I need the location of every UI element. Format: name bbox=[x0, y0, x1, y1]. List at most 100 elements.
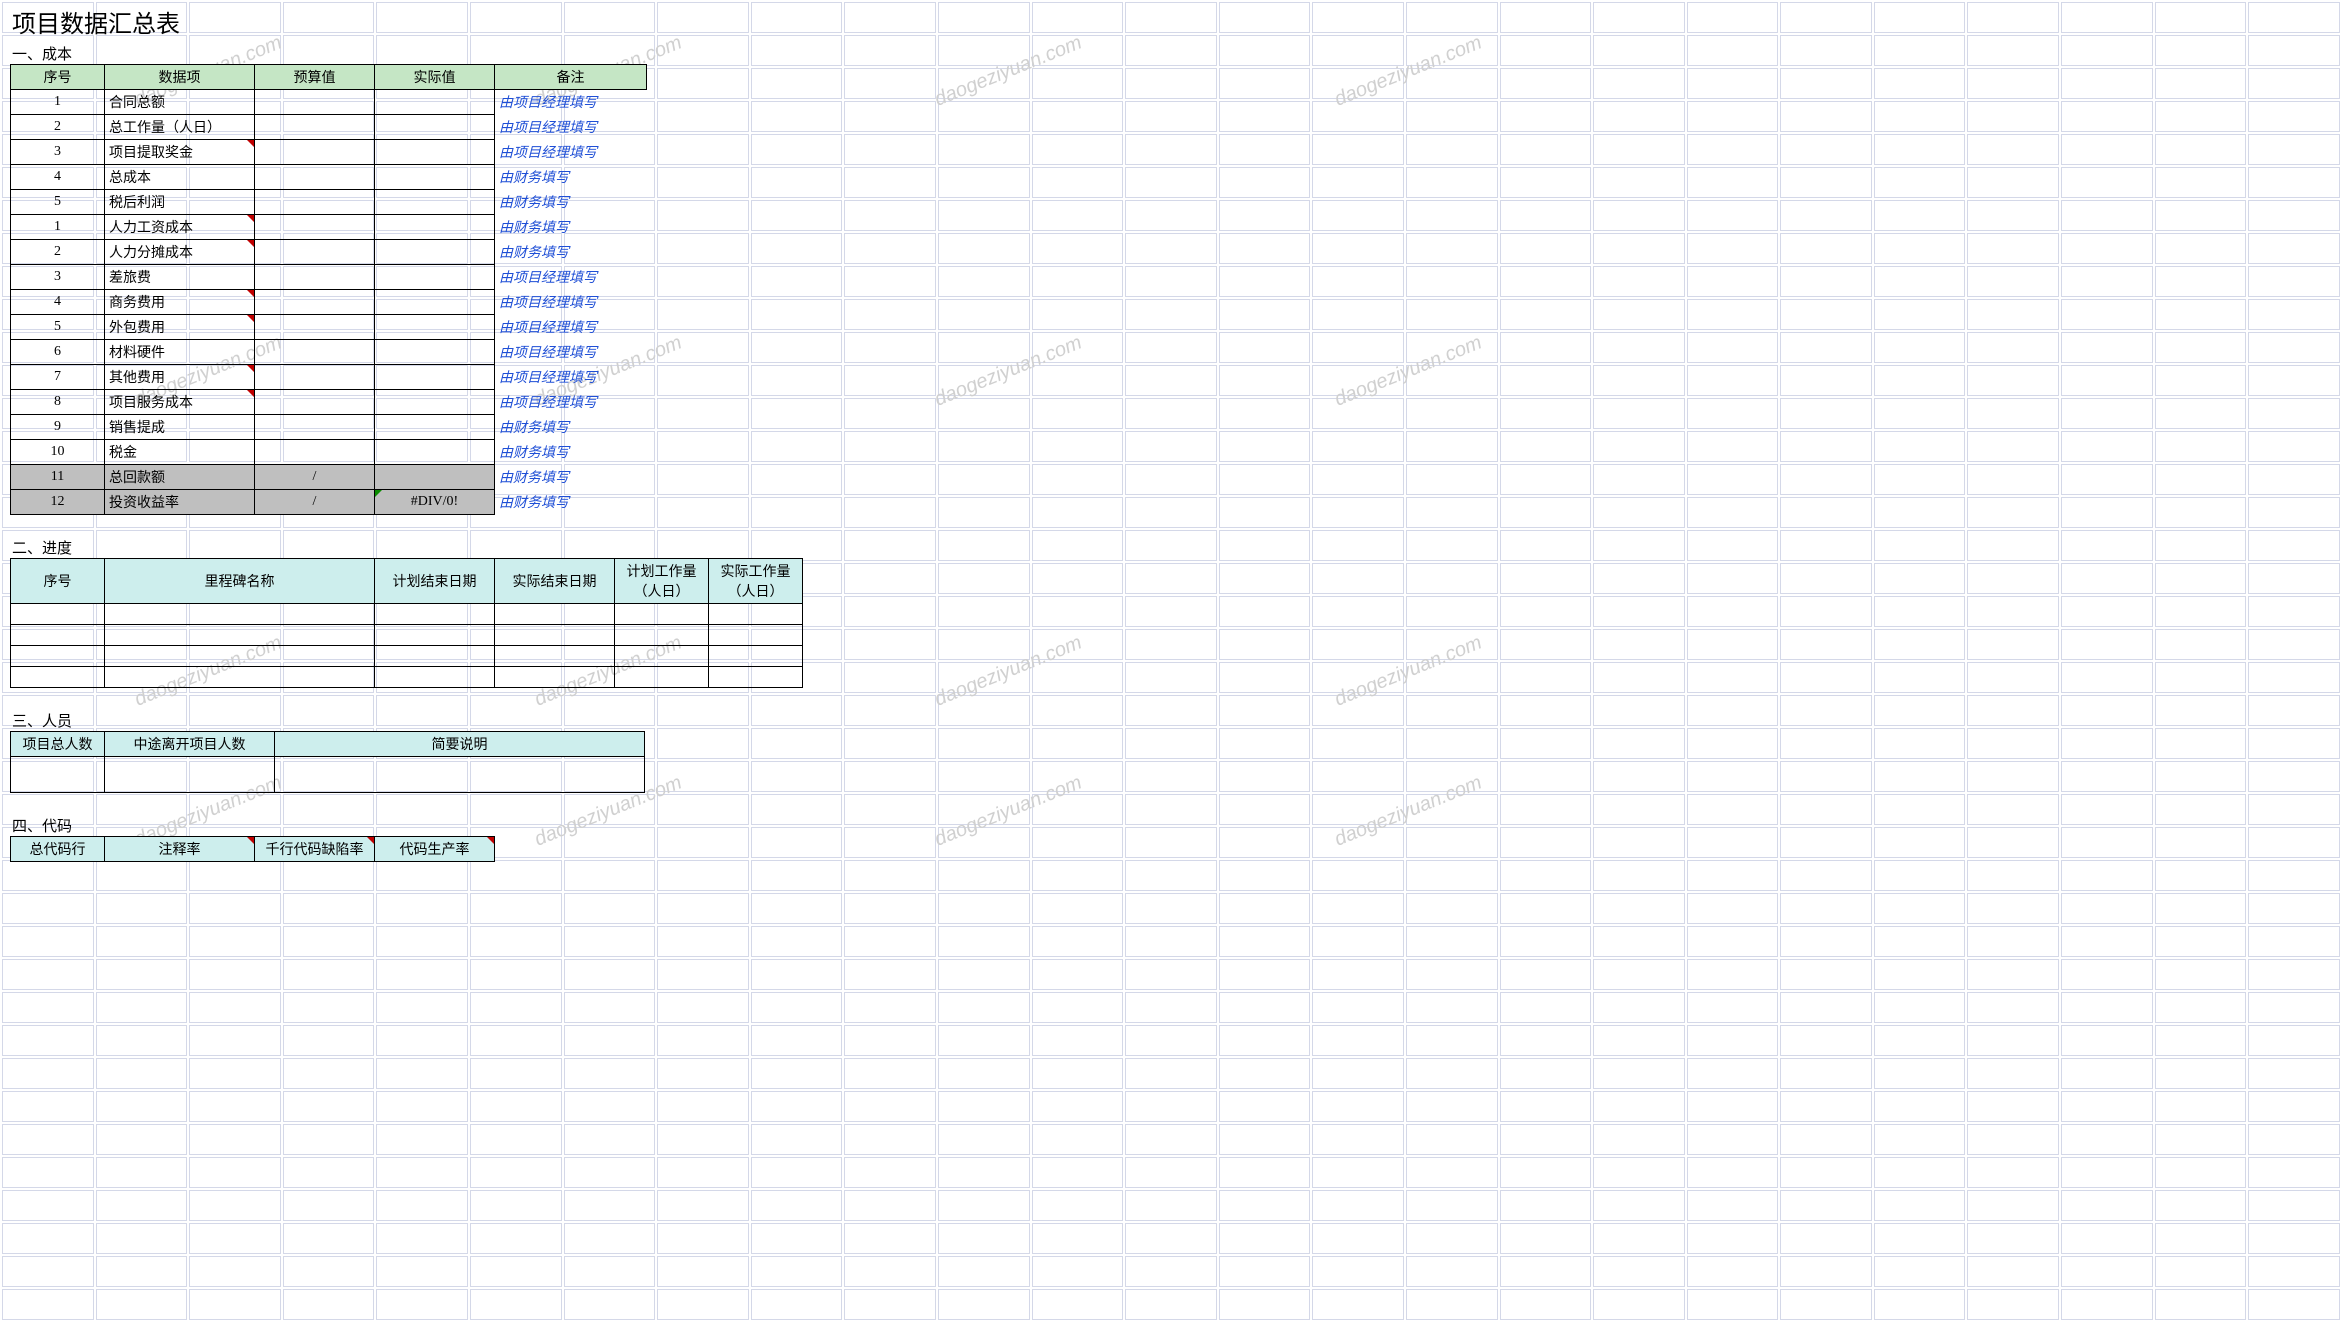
progress-cell[interactable] bbox=[375, 625, 495, 646]
cost-row-budget[interactable] bbox=[255, 440, 375, 465]
progress-cell[interactable] bbox=[495, 604, 615, 625]
cost-row-no[interactable]: 5 bbox=[11, 315, 105, 340]
progress-cell[interactable] bbox=[709, 667, 803, 688]
cost-row-budget[interactable] bbox=[255, 390, 375, 415]
cost-row-no[interactable]: 3 bbox=[11, 265, 105, 290]
section-staff-label: 三、人员 bbox=[10, 708, 803, 731]
cost-row-actual[interactable] bbox=[375, 315, 495, 340]
cost-row-no[interactable]: 12 bbox=[11, 490, 105, 515]
cost-row-budget[interactable] bbox=[255, 140, 375, 165]
cost-row-budget[interactable] bbox=[255, 215, 375, 240]
progress-cell[interactable] bbox=[11, 646, 105, 667]
cost-row-actual[interactable] bbox=[375, 340, 495, 365]
cost-row-actual[interactable] bbox=[375, 290, 495, 315]
progress-cell[interactable] bbox=[615, 667, 709, 688]
cost-row-item[interactable]: 总回款额 bbox=[105, 465, 255, 490]
watermark: daogeziyuan.com bbox=[1331, 331, 1485, 411]
cost-row-actual[interactable] bbox=[375, 390, 495, 415]
cost-row-budget[interactable]: / bbox=[255, 490, 375, 515]
cost-row-item[interactable]: 合同总额 bbox=[105, 90, 255, 115]
progress-cell[interactable] bbox=[11, 604, 105, 625]
cost-row-actual[interactable] bbox=[375, 240, 495, 265]
progress-cell[interactable] bbox=[709, 625, 803, 646]
cost-row-item[interactable]: 材料硬件 bbox=[105, 340, 255, 365]
watermark: daogeziyuan.com bbox=[1331, 771, 1485, 851]
progress-cell[interactable] bbox=[495, 646, 615, 667]
cost-row-no[interactable]: 5 bbox=[11, 190, 105, 215]
cost-row-budget[interactable] bbox=[255, 265, 375, 290]
cost-row-no[interactable]: 6 bbox=[11, 340, 105, 365]
cost-row-item[interactable]: 人力工资成本 bbox=[105, 215, 255, 240]
cost-row-budget[interactable] bbox=[255, 165, 375, 190]
progress-cell[interactable] bbox=[11, 667, 105, 688]
cost-row-no[interactable]: 1 bbox=[11, 90, 105, 115]
cost-row-budget[interactable] bbox=[255, 190, 375, 215]
progress-cell[interactable] bbox=[11, 625, 105, 646]
cost-row-item[interactable]: 税金 bbox=[105, 440, 255, 465]
cost-row-budget[interactable] bbox=[255, 115, 375, 140]
progress-cell[interactable] bbox=[375, 667, 495, 688]
cost-row-item[interactable]: 外包费用 bbox=[105, 315, 255, 340]
cost-row-no[interactable]: 8 bbox=[11, 390, 105, 415]
cost-row-actual[interactable] bbox=[375, 190, 495, 215]
cost-row-no[interactable]: 9 bbox=[11, 415, 105, 440]
cost-row-actual[interactable] bbox=[375, 140, 495, 165]
staff-cell[interactable] bbox=[11, 757, 105, 793]
cost-row-no[interactable]: 3 bbox=[11, 140, 105, 165]
cost-row-item[interactable]: 差旅费 bbox=[105, 265, 255, 290]
cost-row-item[interactable]: 总成本 bbox=[105, 165, 255, 190]
cost-row-no[interactable]: 4 bbox=[11, 165, 105, 190]
cost-row-no[interactable]: 11 bbox=[11, 465, 105, 490]
cost-row-item[interactable]: 总工作量（人日） bbox=[105, 115, 255, 140]
progress-cell[interactable] bbox=[709, 604, 803, 625]
cost-row-no[interactable]: 10 bbox=[11, 440, 105, 465]
staff-cell[interactable] bbox=[105, 757, 275, 793]
cost-row-budget[interactable] bbox=[255, 365, 375, 390]
progress-cell[interactable] bbox=[105, 667, 375, 688]
progress-cell[interactable] bbox=[105, 625, 375, 646]
progress-cell[interactable] bbox=[615, 625, 709, 646]
cost-row-item[interactable]: 商务费用 bbox=[105, 290, 255, 315]
cost-row-item[interactable]: 投资收益率 bbox=[105, 490, 255, 515]
progress-cell[interactable] bbox=[615, 604, 709, 625]
cost-row-item[interactable]: 人力分摊成本 bbox=[105, 240, 255, 265]
cost-row-no[interactable]: 1 bbox=[11, 215, 105, 240]
cost-header: 序号 bbox=[11, 65, 105, 90]
cost-row-budget[interactable] bbox=[255, 240, 375, 265]
progress-cell[interactable] bbox=[495, 625, 615, 646]
cost-row-actual[interactable] bbox=[375, 165, 495, 190]
cost-row-no[interactable]: 2 bbox=[11, 115, 105, 140]
progress-cell[interactable] bbox=[375, 646, 495, 667]
cost-row-budget[interactable] bbox=[255, 90, 375, 115]
cost-row-item[interactable]: 销售提成 bbox=[105, 415, 255, 440]
cost-row-budget[interactable]: / bbox=[255, 465, 375, 490]
cost-row-budget[interactable] bbox=[255, 315, 375, 340]
progress-cell[interactable] bbox=[709, 646, 803, 667]
cost-row-budget[interactable] bbox=[255, 290, 375, 315]
cost-row-budget[interactable] bbox=[255, 340, 375, 365]
cost-row-budget[interactable] bbox=[255, 415, 375, 440]
cost-row-item[interactable]: 税后利润 bbox=[105, 190, 255, 215]
cost-row-actual[interactable] bbox=[375, 215, 495, 240]
cost-row-item[interactable]: 其他费用 bbox=[105, 365, 255, 390]
watermark: daogeziyuan.com bbox=[1331, 31, 1485, 111]
cost-row-actual[interactable] bbox=[375, 465, 495, 490]
cost-row-actual[interactable] bbox=[375, 415, 495, 440]
progress-cell[interactable] bbox=[105, 646, 375, 667]
progress-cell[interactable] bbox=[105, 604, 375, 625]
cost-row-item[interactable]: 项目服务成本 bbox=[105, 390, 255, 415]
cost-row-actual[interactable]: #DIV/0! bbox=[375, 490, 495, 515]
progress-cell[interactable] bbox=[495, 667, 615, 688]
cost-row-actual[interactable] bbox=[375, 115, 495, 140]
cost-row-actual[interactable] bbox=[375, 365, 495, 390]
cost-row-actual[interactable] bbox=[375, 440, 495, 465]
cost-row-no[interactable]: 2 bbox=[11, 240, 105, 265]
progress-cell[interactable] bbox=[615, 646, 709, 667]
progress-cell[interactable] bbox=[375, 604, 495, 625]
cost-row-no[interactable]: 7 bbox=[11, 365, 105, 390]
staff-cell[interactable] bbox=[275, 757, 645, 793]
cost-row-actual[interactable] bbox=[375, 90, 495, 115]
cost-row-item[interactable]: 项目提取奖金 bbox=[105, 140, 255, 165]
cost-row-no[interactable]: 4 bbox=[11, 290, 105, 315]
cost-row-actual[interactable] bbox=[375, 265, 495, 290]
